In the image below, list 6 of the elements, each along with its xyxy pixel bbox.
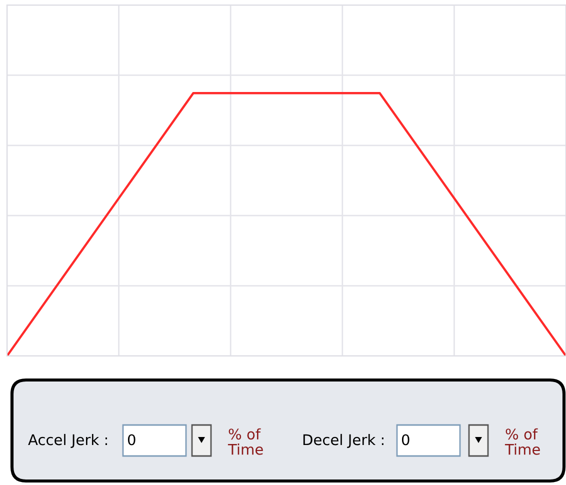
text: Decel Jerk : bbox=[303, 434, 384, 448]
text: 0 bbox=[128, 434, 136, 446]
text: % of Time bbox=[504, 428, 540, 455]
text: % of Time bbox=[228, 428, 263, 455]
text: 0 bbox=[402, 434, 410, 446]
text: Accel Jerk : bbox=[28, 434, 107, 448]
